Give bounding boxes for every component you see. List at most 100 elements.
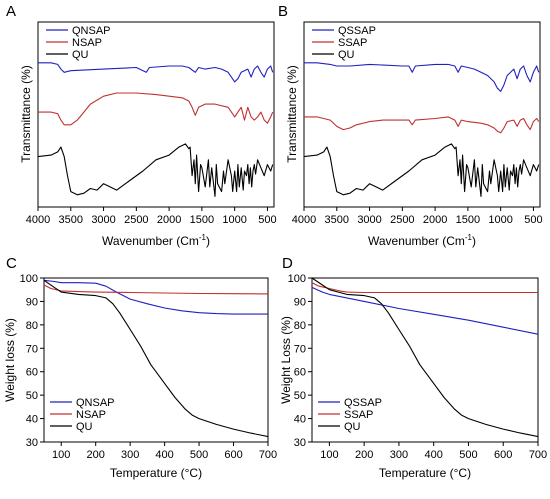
x-tick-label: 100 (320, 449, 338, 461)
x-tick-label: 3500 (59, 214, 83, 226)
legend-label-qu: QU (338, 49, 355, 61)
x-axis-label-d: Temperature (°C) (379, 466, 471, 480)
x-tick-label: 2000 (157, 214, 181, 226)
x-tick-label: 500 (258, 214, 276, 226)
series-group-a (37, 62, 274, 197)
x-tick-label: 600 (224, 449, 242, 461)
y-tick-label: 90 (26, 296, 38, 308)
series-line-ssap (311, 282, 538, 294)
legend-label-ssap: SSAP (344, 409, 373, 421)
x-tick-label: 1500 (456, 214, 480, 226)
legend-label-qnsap: QNSAP (72, 25, 111, 37)
x-tick-label: 200 (355, 449, 373, 461)
y-tick-label: 100 (288, 273, 306, 285)
series-line-qssap (311, 286, 539, 335)
y-tick-label: 50 (26, 390, 38, 402)
y-tick-label: 100 (20, 273, 38, 285)
x-tick-label: 400 (155, 449, 173, 461)
x-tick-label: 300 (121, 449, 139, 461)
legend-label-qu: QU (72, 49, 89, 61)
x-ticks-d: 100 200 300 400 500 600 700 (320, 442, 547, 461)
x-tick-label: 100 (52, 449, 70, 461)
series-line-nsap (43, 284, 269, 295)
series-group-d (311, 277, 539, 438)
y-axis-label-d: Weight Loss (%) (279, 316, 293, 404)
x-ticks-c: 100 200 300 400 500 600 700 (52, 442, 277, 461)
x-tick-label: 600 (494, 449, 512, 461)
y-tick-label: 70 (294, 343, 306, 355)
panel-letter-a: A (6, 3, 16, 20)
panel-d: D 100 200 300 400 500 600 700 30 40 50 60 70 80 90 10… (279, 255, 547, 480)
y-tick-label: 90 (294, 296, 306, 308)
y-ticks-d: 30 40 50 60 70 80 90 100 (288, 273, 312, 449)
series-group-c (43, 279, 269, 438)
series-line-qu (303, 143, 540, 197)
series-group-b (303, 62, 540, 197)
y-tick-label: 40 (294, 414, 306, 426)
x-tick-label: 200 (87, 449, 105, 461)
y-tick-label: 70 (26, 343, 38, 355)
panel-b: B 4000 3500 3000 2500 2000 1500 1000 500 Wavenu… (278, 3, 543, 248)
x-tick-label: 2000 (423, 214, 447, 226)
y-axis-label-a: Transmittance (%) (19, 65, 33, 163)
series-line-qu (43, 279, 269, 438)
series-line-qnsap (43, 279, 268, 315)
y-tick-label: 50 (294, 390, 306, 402)
legend-label-ssap: SSAP (338, 37, 367, 49)
y-tick-label: 30 (26, 437, 38, 449)
y-axis-label-b: Transmittance (%) (285, 65, 299, 163)
y-axis-label-c: Weight loss (%) (3, 318, 17, 402)
x-ticks-a: 4000 3500 3000 2500 2000 1500 1000 500 (26, 207, 277, 226)
panel-c: C 100 200 300 400 500 600 700 30 40 50 60 70 80 90 10… (3, 255, 277, 480)
plot-frame-a (37, 21, 275, 208)
x-tick-label: 1000 (222, 214, 246, 226)
plot-frame-d (311, 277, 539, 443)
panel-letter-d: D (282, 255, 293, 272)
series-line-nsap (38, 92, 274, 126)
x-tick-label: 3500 (325, 214, 349, 226)
y-tick-label: 60 (294, 367, 306, 379)
x-tick-label: 700 (529, 449, 547, 461)
legend-label-qu: QU (344, 421, 361, 433)
series-line-ssap (304, 116, 540, 134)
x-axis-label-a: Wavenumber (Cm-1) (102, 233, 210, 248)
x-tick-label: 400 (425, 449, 443, 461)
series-line-qu (311, 277, 539, 438)
x-tick-label: 700 (259, 449, 277, 461)
y-tick-label: 80 (294, 320, 306, 332)
x-tick-label: 500 (524, 214, 542, 226)
y-tick-label: 30 (294, 437, 306, 449)
y-tick-label: 80 (26, 320, 38, 332)
legend-label-qu: QU (76, 421, 93, 433)
x-tick-label: 3000 (91, 214, 115, 226)
x-tick-label: 500 (459, 449, 477, 461)
plot-frame-c (43, 277, 269, 443)
y-tick-label: 60 (26, 367, 38, 379)
series-line-qnsap (38, 62, 274, 83)
x-tick-label: 500 (190, 449, 208, 461)
x-axis-label-b: Wavenumber (Cm-1) (368, 233, 476, 248)
x-tick-label: 300 (390, 449, 408, 461)
x-axis-label-c: Temperature (°C) (110, 466, 202, 480)
panel-a: A 4000 3500 3000 2500 2000 1500 1000 500 Wavenu… (6, 3, 277, 248)
x-tick-label: 4000 (292, 214, 316, 226)
x-tick-label: 4000 (26, 214, 50, 226)
x-tick-label: 1500 (190, 214, 214, 226)
x-tick-label: 2500 (390, 214, 414, 226)
x-ticks-b: 4000 3500 3000 2500 2000 1500 1000 500 (292, 207, 543, 226)
plot-frame-b (303, 21, 541, 208)
series-line-qu (37, 143, 274, 197)
legend-label-qssap: QSSAP (338, 25, 376, 37)
panel-letter-b: B (278, 3, 288, 20)
x-tick-label: 1000 (488, 214, 512, 226)
legend-label-qssap: QSSAP (344, 397, 382, 409)
series-line-qssap (304, 62, 540, 92)
legend-label-nsap: NSAP (72, 37, 102, 49)
y-ticks-c: 30 40 50 60 70 80 90 100 (20, 273, 44, 449)
x-tick-label: 3000 (357, 214, 381, 226)
y-tick-label: 40 (26, 414, 38, 426)
